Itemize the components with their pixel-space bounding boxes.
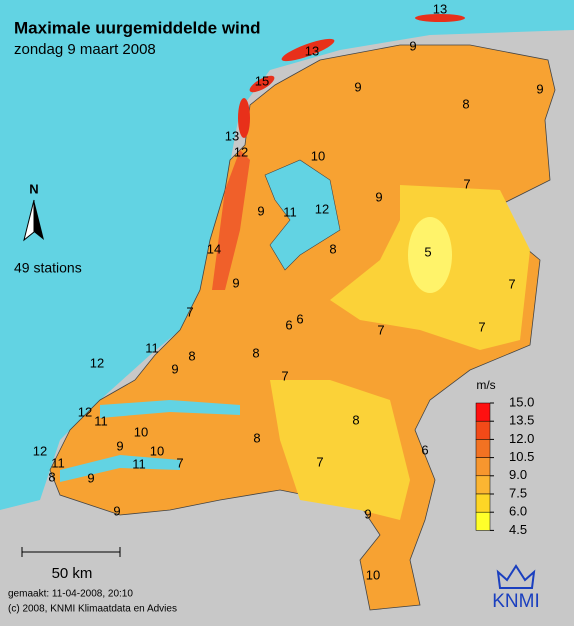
station-value: 7 (186, 304, 193, 319)
station-value: 7 (316, 454, 323, 469)
station-value: 9 (232, 275, 239, 290)
island (238, 98, 250, 138)
legend-label: 4.5 (509, 522, 527, 537)
station-value: 8 (329, 241, 336, 256)
ijsselmeer (264, 159, 341, 271)
station-value: 13 (305, 43, 319, 58)
scale-label: 50 km (52, 565, 93, 582)
calm-zone (270, 380, 410, 520)
legend-swatch (475, 439, 491, 458)
station-value: 8 (352, 412, 359, 427)
station-value: 9 (87, 470, 94, 485)
station-value: 10 (150, 443, 164, 458)
station-value: 12 (90, 355, 104, 370)
legend-label: 7.5 (509, 485, 527, 500)
calm-zone (408, 217, 452, 293)
station-value: 11 (283, 204, 297, 219)
station-value: 7 (478, 319, 485, 334)
station-value: 10 (366, 567, 380, 582)
station-value: 6 (421, 442, 428, 457)
north-arrow (34, 200, 44, 240)
station-value: 10 (311, 148, 325, 163)
station-value: 8 (188, 348, 195, 363)
station-value: 7 (463, 176, 470, 191)
station-value: 7 (281, 368, 288, 383)
station-count: 49 stations (14, 260, 82, 276)
station-value: 11 (94, 413, 108, 428)
station-value: 13 (433, 1, 447, 16)
legend-label: 12.0 (509, 431, 534, 446)
footer-copyright: (c) 2008, KNMI Klimaatdata en Advies (8, 604, 177, 615)
title: Maximale uurgemiddelde wind (14, 18, 261, 37)
legend-swatch (475, 457, 491, 477)
legend-label: 9.0 (509, 467, 527, 482)
legend: 15.0 13.5 12.0 10.5 9.0 7.5 6.0 4.5 (475, 394, 534, 537)
station-value: 9 (375, 189, 382, 204)
logo: KNMI (492, 591, 540, 612)
station-value: 8 (253, 430, 260, 445)
legend-swatch (475, 475, 491, 495)
station-value: 15 (255, 73, 269, 88)
station-value: 7 (508, 276, 515, 291)
station-value: 12 (234, 144, 248, 159)
station-value: 9 (536, 81, 543, 96)
logo-crown (496, 564, 536, 589)
north-label: N (29, 181, 38, 196)
station-value: 9 (171, 361, 178, 376)
station-value: 7 (176, 455, 183, 470)
station-value: 11 (51, 455, 65, 470)
legend-swatch (475, 402, 491, 422)
footer-made: gemaakt: 11-04-2008, 20:10 (8, 589, 133, 600)
island (281, 38, 335, 62)
station-value: 11 (145, 340, 159, 355)
legend-swatch (475, 493, 491, 513)
estuary (100, 400, 240, 418)
island (415, 14, 465, 22)
station-value: 12 (78, 404, 92, 419)
station-value: 5 (424, 244, 431, 259)
windy-zone (212, 150, 250, 290)
station-value: 9 (257, 203, 264, 218)
legend-swatch (475, 511, 491, 531)
station-value: 9 (409, 38, 416, 53)
station-value: 14 (207, 241, 221, 256)
station-value: 10 (134, 424, 148, 439)
station-value: 6 (285, 317, 292, 332)
station-value: 12 (33, 443, 47, 458)
island (249, 75, 275, 93)
legend-swatch (475, 420, 491, 440)
station-value: 8 (252, 345, 259, 360)
station-value: 13 (225, 128, 239, 143)
legend-label: 15.0 (509, 394, 534, 409)
station-value: 7 (377, 322, 384, 337)
station-value: 9 (116, 438, 123, 453)
station-value: 9 (354, 79, 361, 94)
station-value: 6 (296, 311, 303, 326)
estuary (60, 455, 180, 482)
station-value: 9 (364, 506, 371, 521)
station-value: 9 (113, 503, 120, 518)
legend-unit: m/s (476, 378, 495, 392)
station-value: 11 (132, 456, 146, 471)
station-value: 8 (462, 96, 469, 111)
legend-label: 10.5 (509, 449, 534, 464)
legend-label: 6.0 (509, 504, 527, 519)
station-value: 12 (315, 201, 329, 216)
sea (0, 0, 574, 510)
subtitle: zondag 9 maart 2008 (14, 41, 156, 58)
station-value: 8 (48, 469, 55, 484)
legend-label: 13.5 (509, 413, 534, 428)
